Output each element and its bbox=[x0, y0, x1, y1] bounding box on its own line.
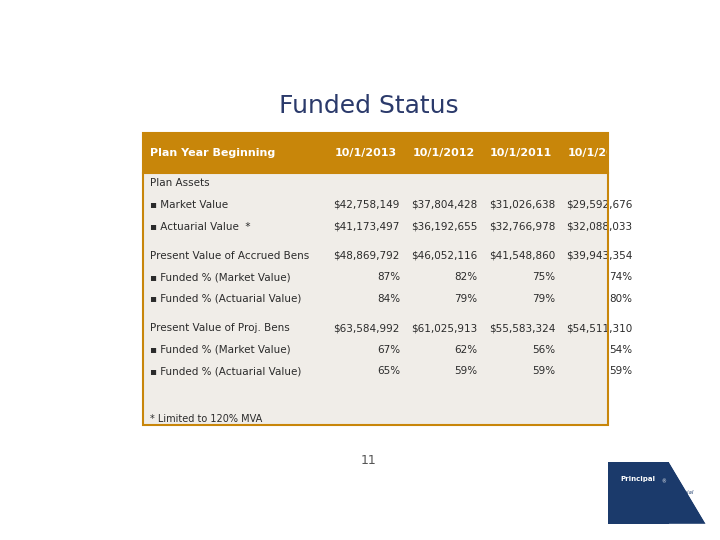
Text: 87%: 87% bbox=[377, 272, 400, 282]
Text: $46,052,116: $46,052,116 bbox=[411, 251, 477, 261]
Text: Funded Status: Funded Status bbox=[279, 94, 459, 118]
Text: $32,088,033: $32,088,033 bbox=[567, 221, 632, 232]
Text: $55,583,324: $55,583,324 bbox=[489, 323, 555, 333]
Text: Present Value of Proj. Bens: Present Value of Proj. Bens bbox=[150, 323, 290, 333]
Text: 80%: 80% bbox=[610, 294, 632, 304]
Text: $41,548,860: $41,548,860 bbox=[489, 251, 555, 261]
Text: ▪ Market Value: ▪ Market Value bbox=[150, 200, 228, 210]
Text: 59%: 59% bbox=[454, 366, 477, 376]
Text: 10/1/2013: 10/1/2013 bbox=[335, 147, 397, 158]
Text: 62%: 62% bbox=[454, 345, 477, 355]
Text: 65%: 65% bbox=[377, 366, 400, 376]
Text: $36,192,655: $36,192,655 bbox=[411, 221, 477, 232]
Text: $48,869,792: $48,869,792 bbox=[333, 251, 400, 261]
Text: $29,592,676: $29,592,676 bbox=[566, 200, 632, 210]
Text: $41,173,497: $41,173,497 bbox=[333, 221, 400, 232]
Text: 82%: 82% bbox=[454, 272, 477, 282]
Bar bbox=[143, 132, 608, 173]
Text: $42,758,149: $42,758,149 bbox=[333, 200, 400, 210]
Text: 79%: 79% bbox=[532, 294, 555, 304]
Text: $32,766,978: $32,766,978 bbox=[489, 221, 555, 232]
Text: 10/1/2010: 10/1/2010 bbox=[567, 147, 629, 158]
Text: 10/1/2011: 10/1/2011 bbox=[490, 147, 552, 158]
Text: Financial: Financial bbox=[670, 490, 695, 495]
Text: $37,804,428: $37,804,428 bbox=[411, 200, 477, 210]
Text: Group: Group bbox=[674, 503, 690, 508]
Text: Plan Assets: Plan Assets bbox=[150, 178, 210, 188]
Text: 56%: 56% bbox=[532, 345, 555, 355]
Text: 59%: 59% bbox=[532, 366, 555, 376]
Text: 11: 11 bbox=[361, 454, 377, 467]
Text: 79%: 79% bbox=[454, 294, 477, 304]
Text: $63,584,992: $63,584,992 bbox=[333, 323, 400, 333]
Text: $61,025,913: $61,025,913 bbox=[411, 323, 477, 333]
Text: ®: ® bbox=[661, 479, 665, 484]
Text: $54,511,310: $54,511,310 bbox=[566, 323, 632, 333]
Polygon shape bbox=[669, 462, 706, 524]
Text: 54%: 54% bbox=[609, 345, 632, 355]
Bar bbox=[608, 462, 669, 524]
Polygon shape bbox=[669, 462, 706, 524]
Text: $39,943,354: $39,943,354 bbox=[566, 251, 632, 261]
Text: 67%: 67% bbox=[377, 345, 400, 355]
Text: $31,026,638: $31,026,638 bbox=[489, 200, 555, 210]
Text: Plan Year Beginning: Plan Year Beginning bbox=[150, 147, 276, 158]
Text: 59%: 59% bbox=[609, 366, 632, 376]
Text: ▪ Funded % (Actuarial Value): ▪ Funded % (Actuarial Value) bbox=[150, 366, 302, 376]
Text: 10/1/2012: 10/1/2012 bbox=[413, 147, 474, 158]
Text: * Limited to 120% MVA: * Limited to 120% MVA bbox=[150, 414, 263, 424]
Text: ▪ Actuarial Value  *: ▪ Actuarial Value * bbox=[150, 221, 251, 232]
Text: Principal: Principal bbox=[620, 476, 655, 482]
Text: 75%: 75% bbox=[532, 272, 555, 282]
Text: Present Value of Accrued Bens: Present Value of Accrued Bens bbox=[150, 251, 310, 261]
Text: ▪ Funded % (Market Value): ▪ Funded % (Market Value) bbox=[150, 272, 291, 282]
Text: ▪ Funded % (Market Value): ▪ Funded % (Market Value) bbox=[150, 345, 291, 355]
Text: 84%: 84% bbox=[377, 294, 400, 304]
Text: ▪ Funded % (Actuarial Value): ▪ Funded % (Actuarial Value) bbox=[150, 294, 302, 304]
Text: 74%: 74% bbox=[609, 272, 632, 282]
